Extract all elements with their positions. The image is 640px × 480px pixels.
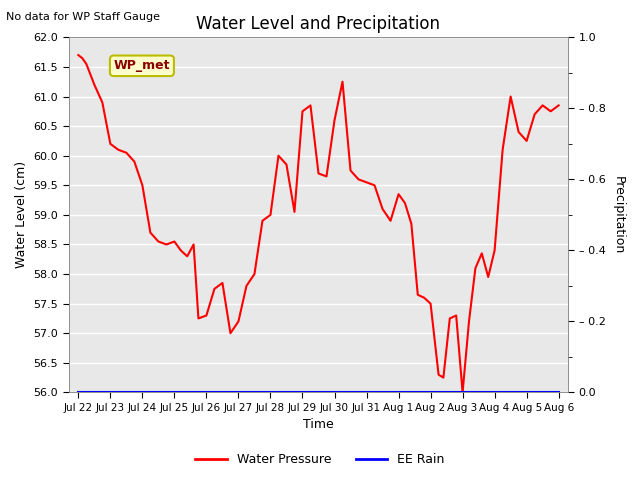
Title: Water Level and Precipitation: Water Level and Precipitation [196,15,440,33]
Text: No data for WP Staff Gauge: No data for WP Staff Gauge [6,12,161,22]
Legend: Water Pressure, EE Rain: Water Pressure, EE Rain [190,448,450,471]
Y-axis label: Water Level (cm): Water Level (cm) [15,161,28,268]
Y-axis label: Precipitation: Precipitation [612,176,625,254]
Text: WP_met: WP_met [114,60,170,72]
X-axis label: Time: Time [303,419,334,432]
